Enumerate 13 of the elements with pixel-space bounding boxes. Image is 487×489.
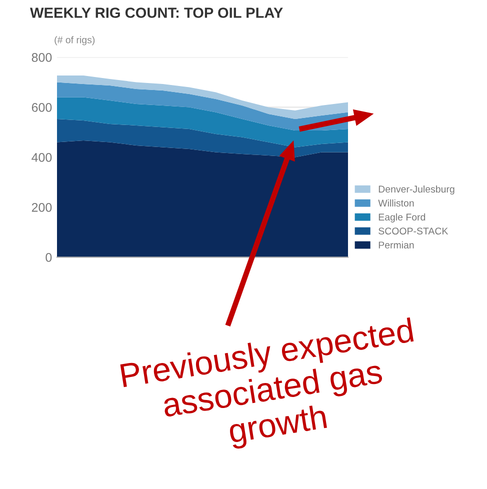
y-tick-label: 0: [46, 253, 52, 262]
y-tick-label: 400: [32, 153, 52, 162]
y-tick-label: 800: [32, 53, 52, 62]
y-tick-label: 600: [32, 103, 52, 112]
y-tick-label: 200: [32, 203, 52, 212]
chart-title: WEEKLY RIG COUNT: TOP OIL PLAY: [30, 8, 283, 18]
legend-label: Williston: [378, 199, 414, 207]
legend-label: SCOOP-STACK: [378, 228, 448, 235]
legend-label: Denver-Julesburg: [378, 185, 454, 195]
legend-label: Eagle Ford: [378, 213, 426, 222]
legend-label: Permian: [378, 241, 414, 248]
text: Previously expected associated gas growth: [120, 317, 415, 450]
y-axis-title: (# of rigs): [54, 36, 95, 46]
